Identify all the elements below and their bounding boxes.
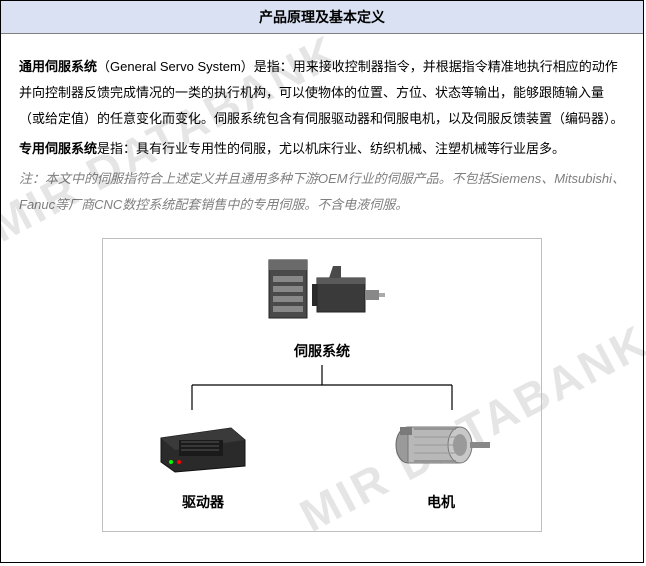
paragraph-1: 通用伺服系统（General Servo System）是指：用来接收控制器指令… <box>19 54 625 132</box>
motor-icon <box>386 415 496 484</box>
motor-label: 电机 <box>371 488 511 516</box>
diagram-bottom-row: 驱动器 <box>113 415 531 516</box>
driver-node: 驱动器 <box>133 420 273 516</box>
servo-diagram: 伺服系统 <box>102 238 542 532</box>
page-title: 产品原理及基本定义 <box>259 9 385 25</box>
driver-label: 驱动器 <box>133 488 273 516</box>
driver-icon <box>153 420 253 484</box>
connector-lines-icon <box>132 365 512 415</box>
note-paragraph: 注：本文中的伺服指符合上述定义并且通用多种下游OEM行业的伺服产品。不包括Sie… <box>19 166 625 218</box>
paragraph-2: 专用伺服系统是指：具有行业专用性的伺服，尤以机床行业、纺织机械、注塑机械等行业居… <box>19 136 625 162</box>
document-page: MIR DATABANK MIR DATABANK 产品原理及基本定义 通用伺服… <box>0 0 644 563</box>
diagram-top-node: 伺服系统 <box>113 254 531 365</box>
paragraph-2-body: 是指：具有行业专用性的伺服，尤以机床行业、纺织机械、注塑机械等行业居多。 <box>97 141 565 156</box>
motor-node: 电机 <box>371 415 511 516</box>
content-area: 通用伺服系统（General Servo System）是指：用来接收控制器指令… <box>1 34 643 532</box>
title-bar: 产品原理及基本定义 <box>1 1 643 34</box>
paragraph-1-body: （General Servo System）是指：用来接收控制器指令，并根据指令… <box>19 59 624 126</box>
term-special-servo: 专用伺服系统 <box>19 141 97 156</box>
term-general-servo: 通用伺服系统 <box>19 59 97 74</box>
servo-system-icon <box>257 254 387 333</box>
servo-system-label: 伺服系统 <box>113 337 531 365</box>
